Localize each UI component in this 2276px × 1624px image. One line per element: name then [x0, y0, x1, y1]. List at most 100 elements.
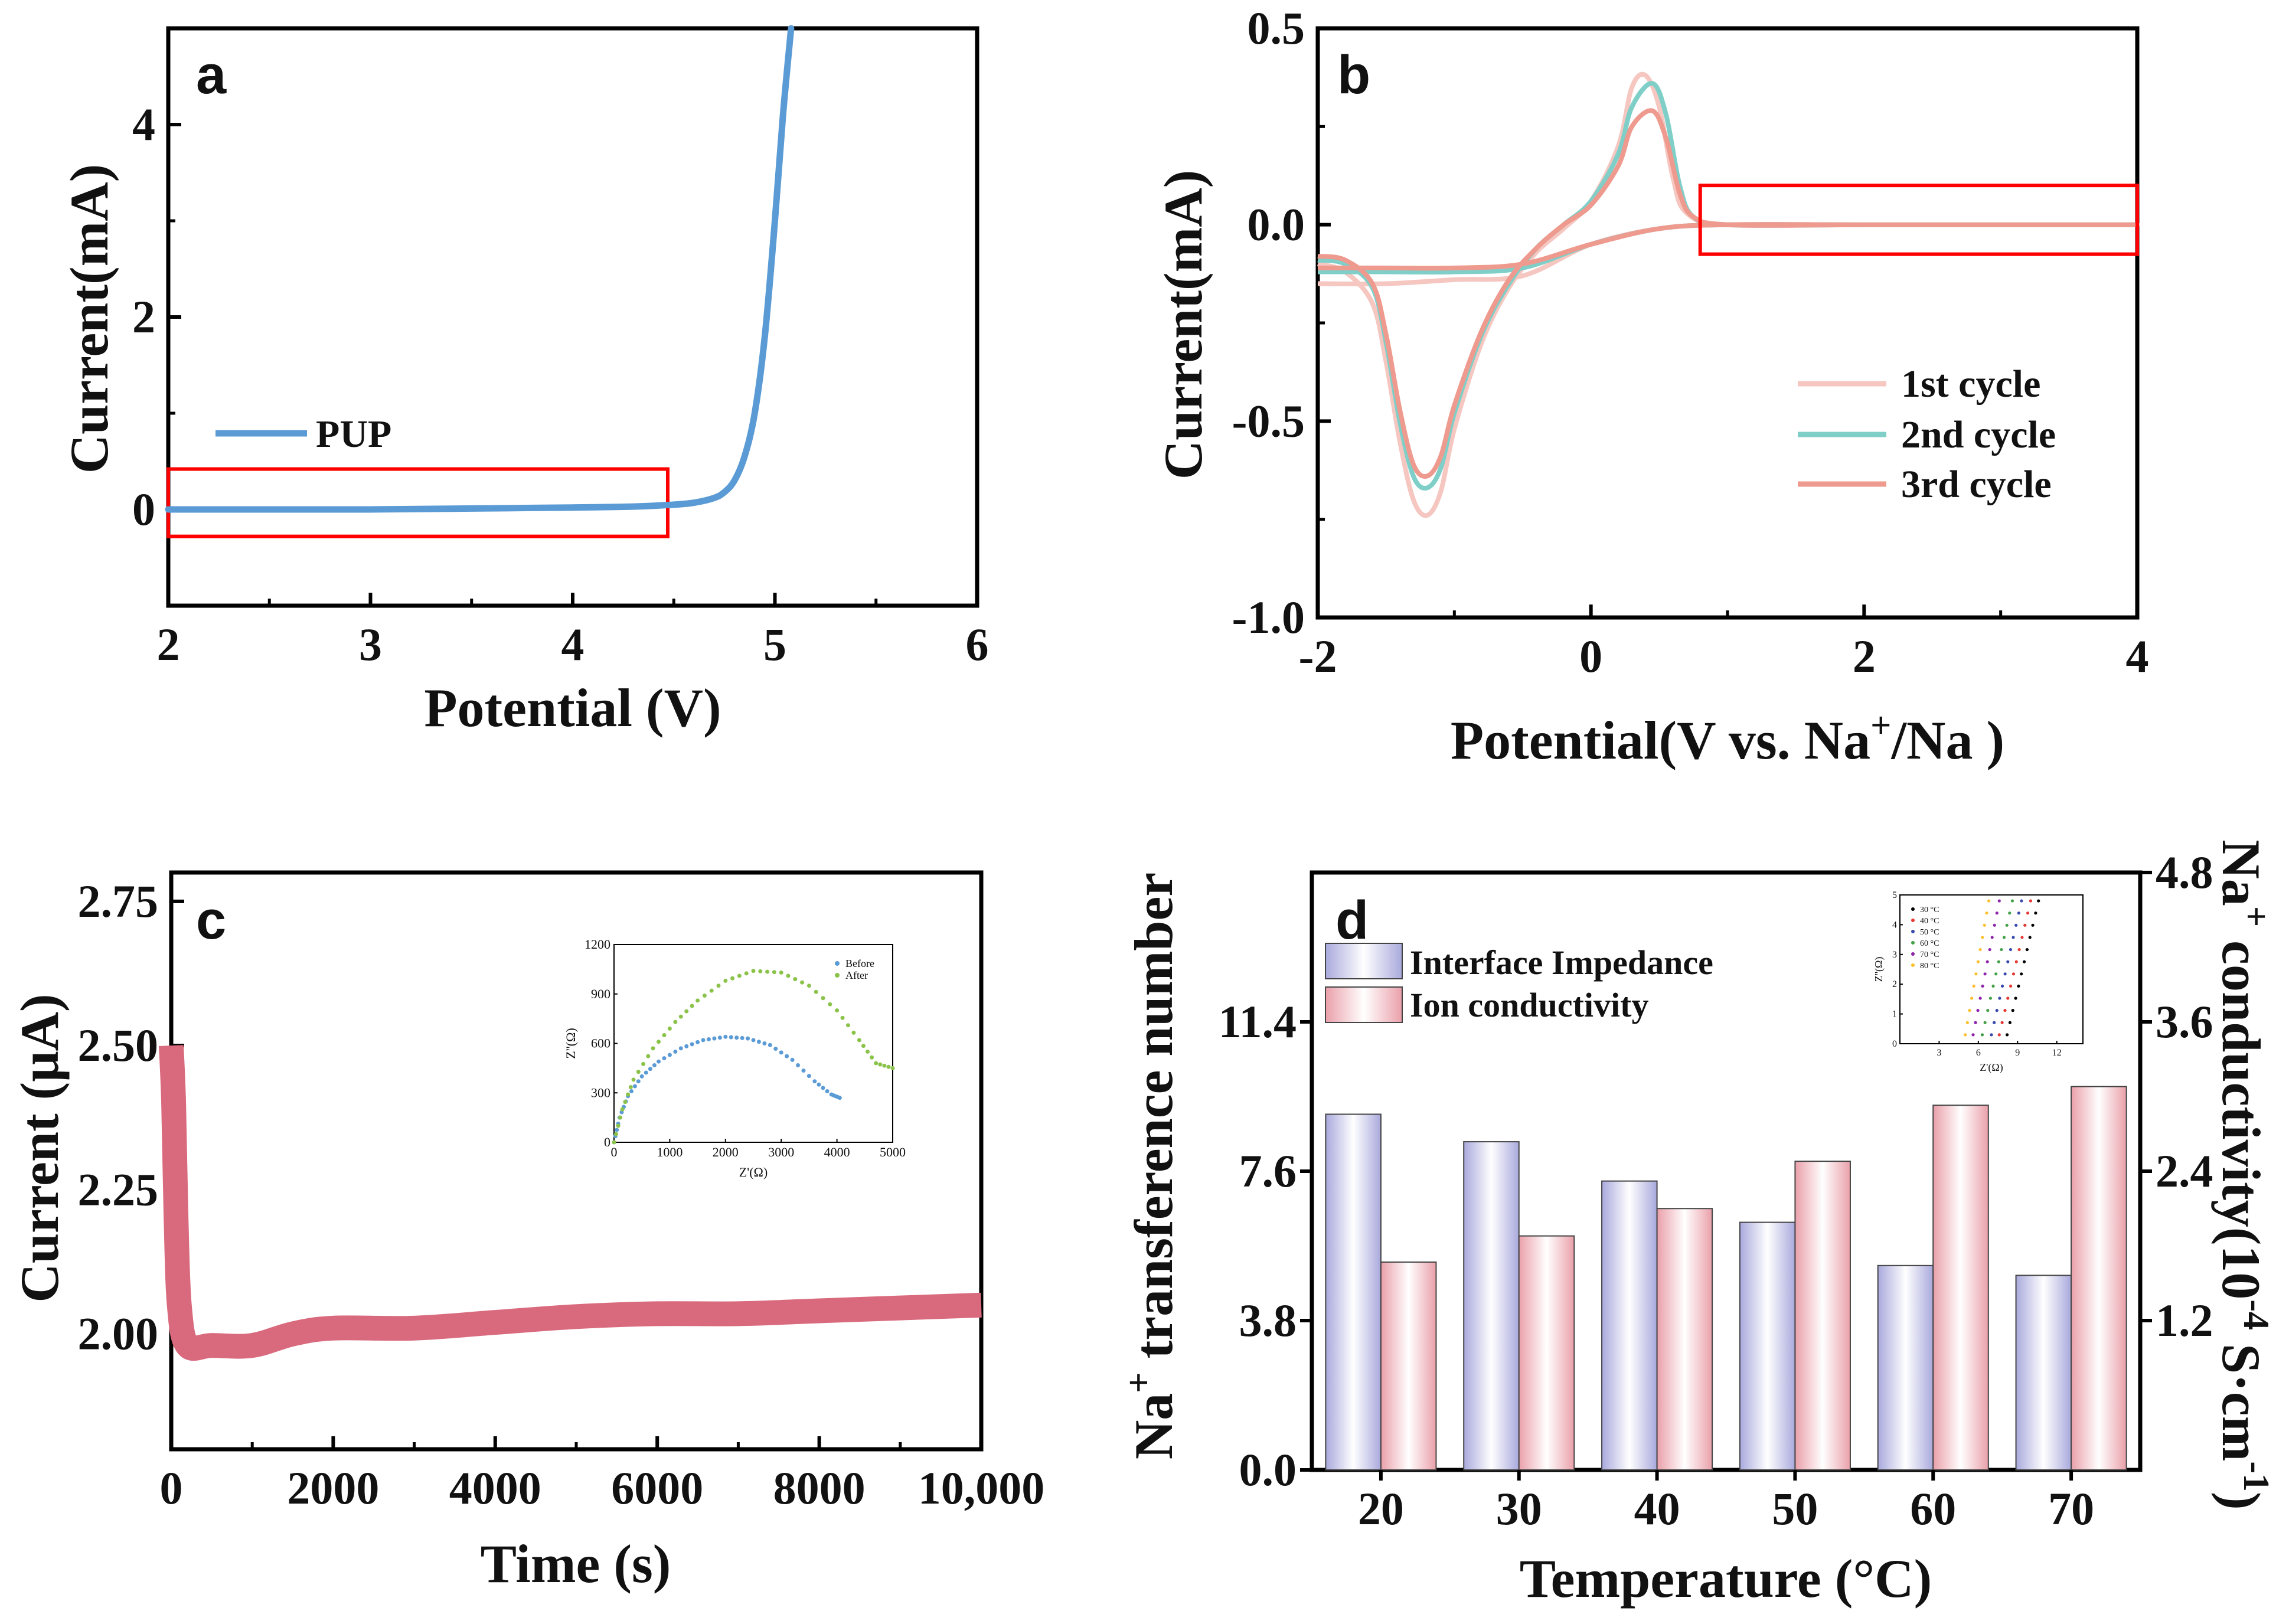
- inset-point-after: [845, 1023, 850, 1028]
- inset-point-before: [657, 1059, 661, 1064]
- inset-point: [2017, 984, 2020, 988]
- inset-point-after: [657, 1040, 661, 1044]
- inset-y-tick-label: 4: [1892, 920, 1897, 930]
- inset-legend-marker: [1911, 941, 1915, 945]
- inset-y-tick-label: 0: [1892, 1039, 1897, 1049]
- x-tick-label: 2000: [287, 1462, 379, 1514]
- inset-point: [1983, 972, 1987, 976]
- inset-point-after: [614, 1132, 619, 1136]
- inset-point: [2011, 972, 2016, 976]
- inset-point: [2020, 899, 2023, 903]
- inset-point-before: [837, 1096, 842, 1100]
- series-noise-current: [169, 1051, 982, 1357]
- inset-point-before: [751, 1038, 756, 1043]
- y-tick-label: 2: [132, 291, 155, 342]
- inset-point: [1986, 960, 1989, 963]
- y-left-title-main: transference number: [1124, 873, 1184, 1373]
- inset-point-after: [882, 1063, 887, 1068]
- inset-point-before: [790, 1057, 795, 1062]
- highlight-box: [1698, 184, 2140, 256]
- y-tick-label: 0.0: [1248, 199, 1305, 250]
- inset-point: [2017, 947, 2021, 952]
- inset-point: [1980, 1033, 1984, 1037]
- inset-y-title: Z''(Ω): [1873, 957, 1885, 982]
- inset-point: [2011, 1009, 2014, 1012]
- inset-legend-marker: [1911, 952, 1915, 956]
- inset-point-after: [623, 1100, 628, 1105]
- inset-point-after: [702, 994, 707, 998]
- x-axis-title-main: Potential(V vs. Na: [1451, 710, 1870, 770]
- legend-label-pup: PUP: [316, 413, 391, 456]
- plot-frame: [1315, 26, 2140, 620]
- x-tick-label: 8000: [773, 1462, 866, 1514]
- x-tick-label: -2: [1299, 630, 1337, 682]
- bar-ion-conductivity: [1518, 1235, 1575, 1471]
- inset-point: [2017, 911, 2020, 915]
- y-left-tick-label: 3.8: [1239, 1295, 1297, 1346]
- inset-point: [2028, 936, 2032, 939]
- x-tick-label: 0: [1579, 630, 1602, 682]
- y-tick-label: 2.25: [78, 1164, 159, 1215]
- inset-point-after: [667, 1026, 672, 1031]
- inset-point: [2000, 947, 2003, 952]
- inset-point-after: [814, 989, 818, 994]
- x-tick-label: 10,000: [918, 1462, 1045, 1514]
- inset-point: [1976, 1009, 1980, 1012]
- bar-interface-impedance: [2015, 1275, 2072, 1471]
- y-left-axis-title: Na+ transference number: [1119, 873, 1184, 1459]
- inset-point-before: [768, 1043, 772, 1047]
- y-axis-title: Current(mA): [59, 164, 119, 474]
- panel-d: 20 30 40 50 60 700.03.87.611.41.22.43.64.8Int…: [1119, 839, 2276, 1609]
- inset-point: [1986, 1009, 1990, 1012]
- inset-point-before: [773, 1047, 778, 1051]
- inset-point-before: [615, 1128, 619, 1132]
- x-axis-title-sup: +: [1870, 705, 1891, 746]
- panel-label: b: [1337, 45, 1370, 105]
- y-right-axis-title: Na+ conductivity(10-4 S·cm-1): [2211, 839, 2276, 1509]
- inset-point: [2031, 923, 2035, 927]
- inset-point-before: [779, 1050, 783, 1055]
- inset-point: [2023, 923, 2027, 927]
- inset-point: [1978, 996, 1982, 1000]
- y-right-tick-label: 2.4: [2156, 1145, 2213, 1197]
- inset-point-before: [821, 1086, 825, 1090]
- inset-point: [1968, 1009, 1971, 1012]
- y-right-title-sup2: -4: [2236, 1299, 2276, 1330]
- x-tick-label: 40: [1634, 1483, 1680, 1534]
- inset-point: [2008, 911, 2011, 915]
- inset-x-title: Z'(Ω): [1980, 1061, 2003, 1074]
- inset-point-after: [651, 1046, 655, 1051]
- inset-point-before: [817, 1082, 821, 1087]
- x-tick-label: 6000: [611, 1462, 703, 1514]
- y-tick-label: 0: [132, 483, 155, 535]
- x-axis-title: Time (s): [481, 1534, 671, 1594]
- inset-point: [1972, 984, 1975, 988]
- inset-point: [1997, 960, 2000, 963]
- x-tick-label: 4000: [449, 1462, 541, 1514]
- y-tick-label: -1.0: [1232, 592, 1305, 643]
- x-tick-label: 4: [561, 619, 584, 670]
- inset-point-before: [740, 1035, 744, 1040]
- inset-y-tick-label: 600: [591, 1036, 610, 1051]
- x-tick-label: 30: [1496, 1483, 1542, 1534]
- inset-point: [2008, 1021, 2012, 1024]
- inset-point-after: [806, 983, 811, 988]
- inset-point-after: [616, 1123, 621, 1128]
- inset-point-before: [684, 1044, 689, 1048]
- x-axis-title: Temperature (°C): [1520, 1548, 1932, 1609]
- inset-legend-label: 50 °C: [1920, 928, 1939, 937]
- inset-point-after: [800, 980, 805, 985]
- inset-point-before: [644, 1070, 648, 1075]
- inset-point-before: [785, 1054, 789, 1058]
- inset-point-after: [662, 1033, 667, 1038]
- inset-point: [2009, 947, 2013, 952]
- inset-legend-label: 30 °C: [1920, 906, 1939, 914]
- inset-legend-marker-after: [835, 973, 840, 978]
- x-tick-label: 2: [157, 619, 180, 670]
- y-right-tick-label: 1.2: [2156, 1295, 2213, 1346]
- inset-point: [2020, 936, 2024, 939]
- bar-ion-conductivity: [2071, 1086, 2127, 1471]
- y-right-tick-label: 4.8: [2156, 847, 2213, 898]
- inset-point-after: [828, 1002, 832, 1007]
